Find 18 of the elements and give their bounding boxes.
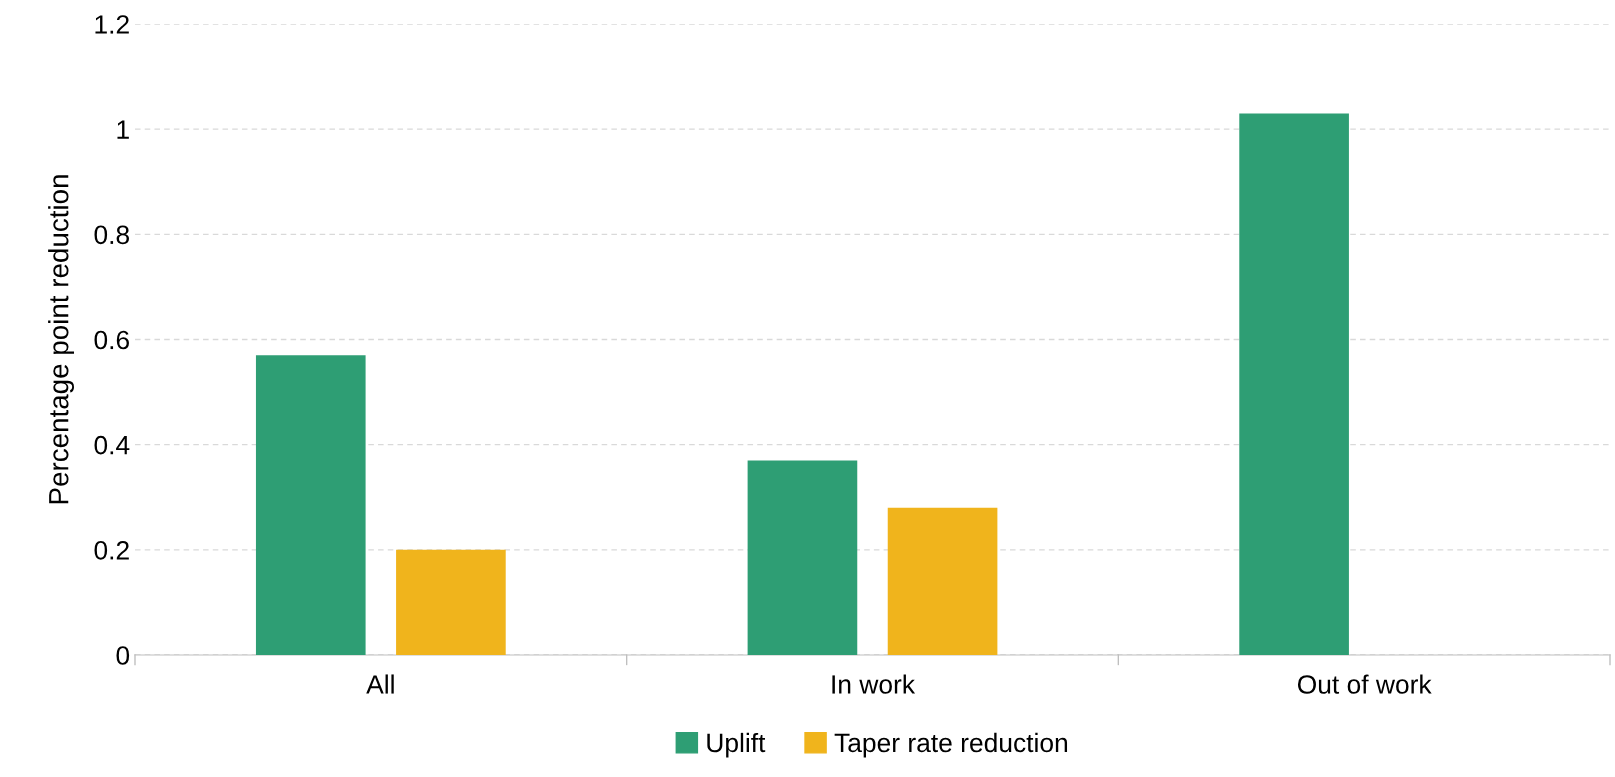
y-tick-label: 1.2 bbox=[95, 15, 129, 34]
x-tick-label: Out of work bbox=[1297, 674, 1432, 694]
bar bbox=[887, 507, 998, 655]
legend-label: Uplift bbox=[707, 732, 766, 758]
y-tick-label: 0.8 bbox=[94, 225, 129, 245]
bar bbox=[255, 355, 366, 655]
y-axis-title: Percentage point reduction bbox=[48, 175, 75, 504]
y-tick-label: 0.6 bbox=[94, 330, 129, 350]
bar bbox=[396, 549, 506, 655]
bar bbox=[747, 460, 858, 655]
y-tick-label: 0.4 bbox=[94, 435, 130, 455]
legend-label: Taper rate reduction bbox=[834, 732, 1068, 758]
y-tick-label: 0 bbox=[116, 646, 130, 665]
x-tick-label: All bbox=[366, 674, 394, 694]
y-tick-label: 1 bbox=[117, 120, 129, 139]
bar bbox=[1239, 113, 1349, 655]
x-tick-label: In work bbox=[832, 674, 916, 694]
y-tick-label: 0.2 bbox=[94, 540, 129, 560]
